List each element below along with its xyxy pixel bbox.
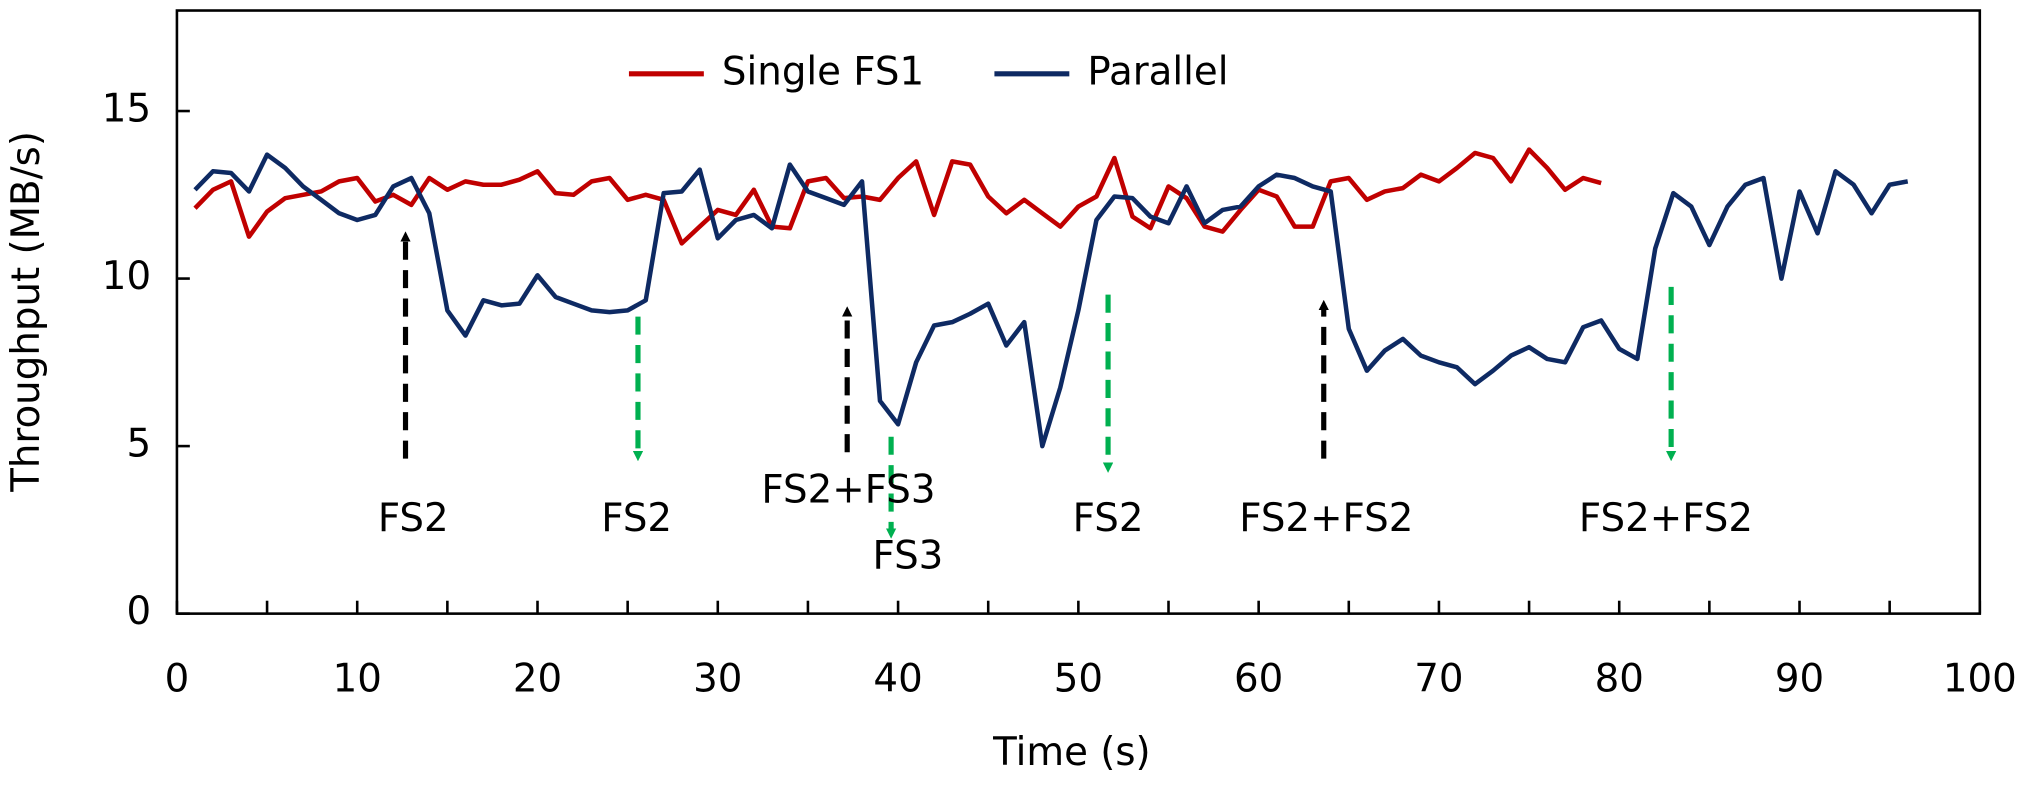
y-tick-label: 0 xyxy=(126,589,151,634)
x-tick-label: 80 xyxy=(1595,656,1644,701)
x-tick-label: 30 xyxy=(693,656,742,701)
y-axis-label: Throughput (MB/s) xyxy=(4,131,49,493)
x-tick-label: 100 xyxy=(1943,656,2017,701)
annotation-label: FS2 xyxy=(601,496,672,541)
x-axis-label: Time (s) xyxy=(992,730,1151,775)
y-tick-label: 5 xyxy=(126,422,151,467)
annotation-label: FS2 xyxy=(1073,496,1144,541)
legend-label: Single FS1 xyxy=(722,49,924,94)
annotation-label: FS2+FS3 xyxy=(761,468,935,513)
x-tick-label: 90 xyxy=(1775,656,1824,701)
annotation-label: FS2+FS2 xyxy=(1239,496,1413,541)
x-tick-label: 40 xyxy=(873,656,922,701)
series-line xyxy=(193,147,1602,246)
y-tick-label: 10 xyxy=(102,254,151,299)
plot-frame xyxy=(175,9,1982,615)
x-tick-label: 70 xyxy=(1414,656,1463,701)
series-line xyxy=(193,152,1909,449)
legend-label: Parallel xyxy=(1087,49,1228,94)
x-tick-label: 50 xyxy=(1054,656,1103,701)
annotation-label: FS2 xyxy=(378,496,449,541)
x-tick-label: 20 xyxy=(513,656,562,701)
x-tick-label: 60 xyxy=(1234,656,1283,701)
annotation-label: FS2+FS2 xyxy=(1579,496,1753,541)
y-tick-label: 15 xyxy=(102,87,151,132)
x-tick-label: 10 xyxy=(333,656,382,701)
x-tick-label: 0 xyxy=(165,656,190,701)
annotation-label: FS3 xyxy=(872,534,943,579)
